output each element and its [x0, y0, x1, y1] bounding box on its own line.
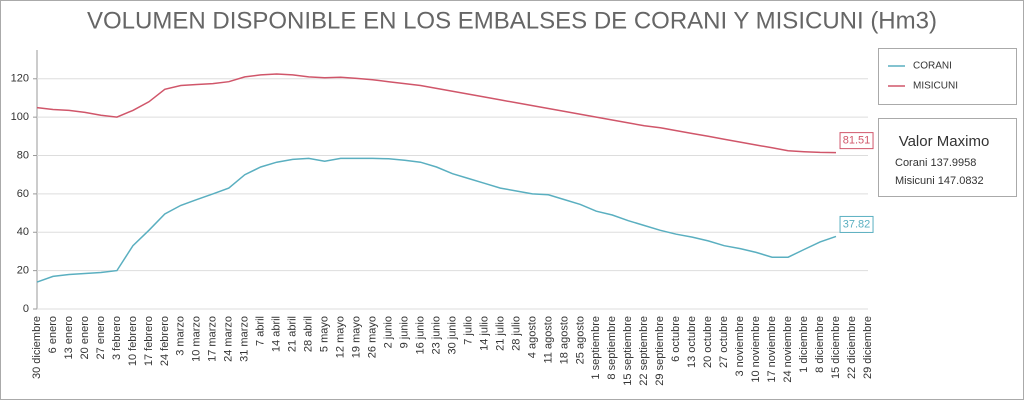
series-line — [36, 73, 837, 154]
x-tick-label: 6 enero — [47, 316, 59, 353]
x-tick-label: 27 octubre — [718, 316, 730, 368]
x-tick-label: 21 abril — [287, 316, 299, 352]
x-tick-label: 21 julio — [494, 316, 506, 351]
x-tick-label: 12 mayo — [335, 316, 347, 358]
x-tick-label: 30 junio — [446, 316, 458, 355]
x-tick-label: 6 octubre — [670, 316, 682, 362]
y-tick-label: 100 — [11, 111, 29, 123]
x-tick-label: 22 diciembre — [846, 316, 858, 379]
x-tick-label: 30 diciembre — [31, 316, 43, 379]
x-tick-label: 24 marzo — [223, 316, 235, 362]
x-tick-label: 31 marzo — [239, 316, 251, 362]
x-tick-label: 1 diciembre — [798, 316, 810, 373]
legend-label: CORANI — [913, 61, 952, 72]
value-label-box — [839, 132, 874, 150]
x-tick-label: 17 noviembre — [766, 316, 778, 383]
x-tick-label: 27 enero — [95, 316, 107, 359]
x-tick-label: 28 abril — [303, 316, 315, 352]
x-tick-label: 19 mayo — [351, 316, 363, 358]
value-label: 37.82 — [843, 218, 871, 230]
x-tick-label: 3 marzo — [175, 316, 187, 356]
x-tick-label: 29 diciembre — [862, 316, 874, 379]
x-tick-label: 23 junio — [430, 316, 442, 355]
series-line — [36, 157, 837, 283]
x-tick-label: 20 enero — [79, 316, 91, 359]
max-panel-title: Valor Maximo — [899, 133, 990, 150]
y-tick-label: 20 — [17, 265, 29, 277]
x-tick-label: 28 julio — [510, 316, 522, 351]
x-tick-label: 14 abril — [271, 316, 283, 352]
x-tick-label: 18 agosto — [558, 316, 570, 364]
y-tick-label: 80 — [17, 149, 29, 161]
x-tick-label: 3 febrero — [111, 316, 123, 360]
y-tick-label: 120 — [11, 73, 29, 85]
x-tick-label: 17 febrero — [143, 316, 155, 366]
legend-label: MISICUNI — [913, 81, 958, 92]
x-tick-label: 5 mayo — [319, 316, 331, 352]
x-tick-label: 13 octubre — [686, 316, 698, 368]
x-tick-label: 22 septiembre — [638, 316, 650, 386]
x-tick-label: 15 septiembre — [622, 316, 634, 386]
x-tick-label: 24 noviembre — [782, 316, 794, 383]
x-tick-label: 15 diciembre — [830, 316, 842, 379]
max-panel-item: Misicuni 147.0832 — [895, 175, 984, 187]
x-tick-label: 14 julio — [478, 316, 490, 351]
x-tick-label: 20 octubre — [702, 316, 714, 368]
legend-box — [878, 48, 1017, 105]
y-tick-label: 0 — [23, 303, 29, 315]
x-tick-label: 7 abril — [255, 316, 267, 346]
x-tick-label: 26 mayo — [367, 316, 379, 358]
x-tick-label: 9 junio — [398, 316, 410, 348]
x-tick-label: 1 septiembre — [590, 316, 602, 380]
x-tick-label: 10 marzo — [191, 316, 203, 362]
y-tick-label: 40 — [17, 226, 29, 238]
x-tick-label: 11 agosto — [542, 316, 554, 364]
value-label-box — [839, 215, 874, 233]
x-tick-label: 16 junio — [414, 316, 426, 355]
x-tick-label: 25 agosto — [574, 316, 586, 364]
x-tick-label: 17 marzo — [207, 316, 219, 362]
x-tick-label: 10 febrero — [127, 316, 139, 366]
y-tick-label: 60 — [17, 188, 29, 200]
max-panel-item: Corani 137.9958 — [895, 157, 976, 169]
x-tick-label: 7 julio — [462, 316, 474, 345]
x-tick-label: 2 junio — [382, 316, 394, 348]
x-tick-label: 10 noviembre — [750, 316, 762, 383]
x-tick-label: 13 enero — [63, 316, 75, 359]
x-tick-label: 8 septiembre — [606, 316, 618, 380]
value-label: 81.51 — [843, 135, 871, 147]
chart-title: VOLUMEN DISPONIBLE EN LOS EMBALSES DE CO… — [87, 7, 937, 34]
x-tick-label: 29 septiembre — [654, 316, 666, 386]
x-tick-label: 3 noviembre — [734, 316, 746, 377]
x-tick-label: 4 agosto — [526, 316, 538, 358]
x-tick-label: 24 febrero — [159, 316, 171, 366]
x-tick-label: 8 diciembre — [814, 316, 826, 373]
max-panel — [878, 118, 1017, 197]
